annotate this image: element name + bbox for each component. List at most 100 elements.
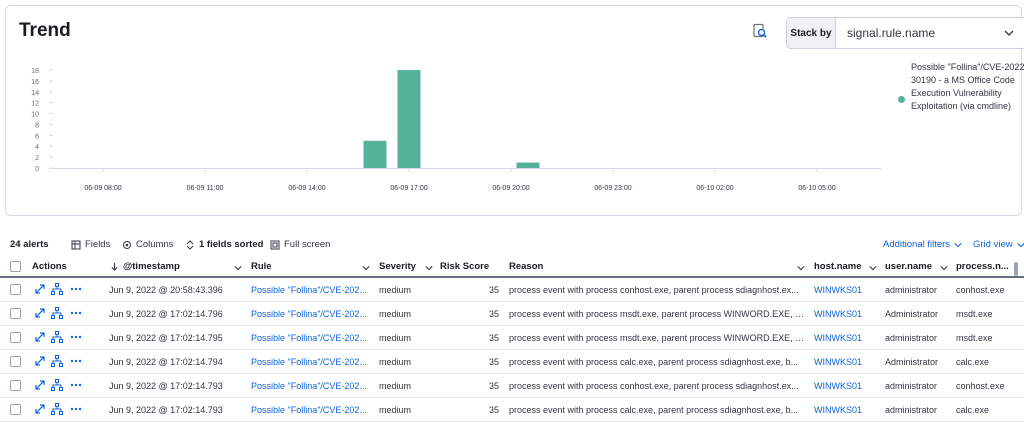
cell-severity: medium — [379, 405, 412, 415]
more-actions-icon[interactable] — [70, 307, 82, 319]
expand-icon[interactable] — [34, 403, 46, 415]
more-actions-icon[interactable] — [70, 331, 82, 343]
x-tick-label: 06-09 14:00 — [288, 185, 325, 192]
cell-timestamp: Jun 9, 2022 @ 17:02:14.793 — [109, 381, 223, 391]
analyze-event-icon[interactable] — [51, 379, 63, 391]
cell-rule-link[interactable]: Possible "Follina"/CVE-202... — [251, 405, 367, 415]
cell-reason: process event with process calc.exe, par… — [509, 357, 799, 367]
row-checkbox[interactable] — [10, 284, 21, 295]
expand-icon[interactable] — [34, 283, 46, 295]
sort-icon — [186, 239, 194, 250]
expand-icon[interactable] — [34, 355, 46, 367]
row-checkbox[interactable] — [10, 308, 21, 319]
cell-severity: medium — [379, 333, 412, 343]
expand-icon[interactable] — [34, 331, 46, 343]
additional-filters-label: Additional filters — [883, 239, 951, 250]
cell-user-name: administrator — [885, 405, 938, 415]
analyze-event-icon[interactable] — [51, 355, 63, 367]
row-checkbox[interactable] — [10, 332, 21, 343]
inspect-icon[interactable] — [752, 23, 768, 39]
header-actions: Actions — [32, 261, 67, 272]
table-row[interactable]: Jun 9, 2022 @ 17:02:14.793 Possible "Foll… — [0, 398, 1024, 422]
cell-rule-link[interactable]: Possible "Follina"/CVE-202... — [251, 285, 367, 295]
header-user-name[interactable]: user.name — [885, 261, 932, 272]
row-checkbox[interactable] — [10, 380, 21, 391]
cell-severity: medium — [379, 309, 412, 319]
table-row[interactable]: Jun 9, 2022 @ 17:02:14.795 Possible "Foll… — [0, 326, 1024, 350]
expand-icon[interactable] — [34, 307, 46, 319]
analyze-event-icon[interactable] — [51, 307, 63, 319]
cell-process-name: msdt.exe — [956, 333, 993, 343]
header-process-name[interactable]: process.n... — [956, 261, 1009, 272]
cell-rule-link[interactable]: Possible "Follina"/CVE-202... — [251, 309, 367, 319]
additional-filters-button[interactable]: Additional filters — [883, 239, 962, 250]
y-tick-label: 2 — [35, 155, 39, 162]
header-timestamp[interactable]: @timestamp — [110, 261, 180, 272]
cell-host-name-link[interactable]: WINWKS01 — [814, 285, 863, 295]
chevron-down-icon[interactable] — [940, 264, 948, 272]
table-row[interactable]: Jun 9, 2022 @ 17:02:14.793 Possible "Foll… — [0, 374, 1024, 398]
columns-label: Columns — [136, 239, 174, 250]
header-severity[interactable]: Severity — [379, 261, 416, 272]
cell-rule-link[interactable]: Possible "Follina"/CVE-202... — [251, 333, 367, 343]
cell-user-name: administrator — [885, 285, 938, 295]
row-checkbox[interactable] — [10, 404, 21, 415]
cell-user-name: administrator — [885, 333, 938, 343]
y-tick-label: 4 — [35, 144, 39, 151]
analyze-event-icon[interactable] — [51, 331, 63, 343]
grid-view-button[interactable]: Grid view — [973, 239, 1024, 250]
grid-view-label: Grid view — [973, 239, 1013, 250]
cell-timestamp: Jun 9, 2022 @ 20:58:43.396 — [109, 285, 223, 295]
cell-timestamp: Jun 9, 2022 @ 17:02:14.793 — [109, 405, 223, 415]
header-risk-score[interactable]: Risk Score — [440, 261, 490, 272]
chevron-down-icon[interactable] — [425, 264, 433, 272]
cell-risk-score: 35 — [488, 285, 499, 295]
cell-host-name-link[interactable]: WINWKS01 — [814, 381, 863, 391]
cell-severity: medium — [379, 285, 412, 295]
x-tick-label: 06-09 17:00 — [390, 185, 427, 192]
chevron-down-icon[interactable] — [869, 264, 877, 272]
analyze-event-icon[interactable] — [51, 403, 63, 415]
trend-panel: Trend Stack by signal.rule.name 0 2 4 6 8 10 1… — [5, 5, 1024, 216]
full-screen-label: Full screen — [284, 239, 331, 250]
header-host-name[interactable]: host.name — [814, 261, 862, 272]
sort-button[interactable]: 1 fields sorted — [185, 239, 263, 250]
analyze-event-icon[interactable] — [51, 283, 63, 295]
full-screen-button[interactable]: Full screen — [270, 239, 330, 250]
table-header: Actions @timestamp Rule Severity Risk Sc… — [0, 256, 1024, 278]
header-reason[interactable]: Reason — [509, 261, 544, 272]
table-row[interactable]: Jun 9, 2022 @ 17:02:14.794 Possible "Foll… — [0, 350, 1024, 374]
table-row[interactable]: Jun 9, 2022 @ 17:02:14.796 Possible "Foll… — [0, 302, 1024, 326]
cell-host-name-link[interactable]: WINWKS01 — [814, 309, 863, 319]
more-actions-icon[interactable] — [70, 379, 82, 391]
select-all-checkbox[interactable] — [10, 261, 21, 272]
table-row[interactable]: Jun 9, 2022 @ 20:58:43.396 Possible "Foll… — [0, 278, 1024, 302]
more-actions-icon[interactable] — [70, 283, 82, 295]
cell-process-name: conhost.exe — [956, 381, 1005, 391]
x-tick-label: 06-09 08:00 — [84, 185, 121, 192]
stack-by-select[interactable]: signal.rule.name — [836, 18, 1024, 48]
chevron-down-icon[interactable] — [362, 264, 370, 272]
fields-button[interactable]: Fields — [71, 239, 110, 250]
x-tick-label: 06-10 02:00 — [696, 185, 733, 192]
cell-host-name-link[interactable]: WINWKS01 — [814, 405, 863, 415]
cell-risk-score: 35 — [488, 381, 499, 391]
row-checkbox[interactable] — [10, 356, 21, 367]
cell-host-name-link[interactable]: WINWKS01 — [814, 333, 863, 343]
y-tick-label: 6 — [35, 133, 39, 140]
cell-host-name-link[interactable]: WINWKS01 — [814, 357, 863, 367]
expand-icon[interactable] — [34, 379, 46, 391]
chevron-down-icon — [1004, 30, 1014, 36]
more-actions-icon[interactable] — [70, 355, 82, 367]
chevron-down-icon[interactable] — [797, 264, 805, 272]
table-scrollbar[interactable] — [1014, 262, 1018, 276]
cell-timestamp: Jun 9, 2022 @ 17:02:14.795 — [109, 333, 223, 343]
cell-user-name: Administrator — [885, 309, 939, 319]
chevron-down-icon[interactable] — [234, 264, 242, 272]
cell-rule-link[interactable]: Possible "Follina"/CVE-202... — [251, 381, 367, 391]
cell-user-name: Administrator — [885, 357, 939, 367]
header-rule[interactable]: Rule — [251, 261, 272, 272]
cell-rule-link[interactable]: Possible "Follina"/CVE-202... — [251, 357, 367, 367]
more-actions-icon[interactable] — [70, 403, 82, 415]
columns-button[interactable]: Columns — [122, 239, 174, 250]
